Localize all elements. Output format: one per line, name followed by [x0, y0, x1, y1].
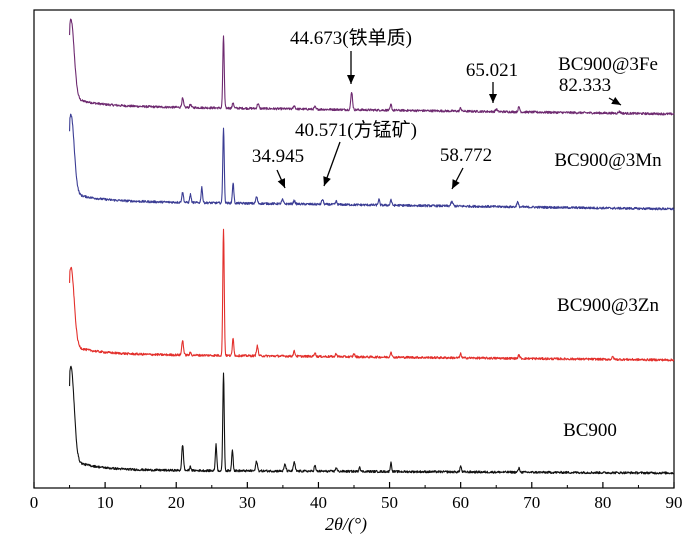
peak-annotation: 34.945 — [252, 146, 304, 167]
peak-annotation: 44.673(铁单质) — [290, 27, 412, 49]
series-label: BC900@3Zn — [557, 295, 659, 316]
annotation-arrowhead — [489, 94, 497, 103]
x-tick-label: 30 — [239, 493, 256, 512]
annotation-arrowhead — [277, 178, 285, 188]
peak-annotation: 65.021 — [466, 60, 518, 81]
series-label: BC900@3Fe — [558, 54, 658, 75]
peak-annotation: 82.333 — [559, 75, 611, 96]
series-labels: BC900@3Fe BC900@3Mn BC900@3Zn BC900 — [554, 54, 662, 441]
annotations: 44.673(铁单质) 65.021 82.333 40.571(方锰矿) 34.945… — [252, 27, 622, 190]
series-line — [69, 228, 675, 362]
x-tick-label: 80 — [594, 493, 611, 512]
x-tick-label: 20 — [168, 493, 185, 512]
x-tick-label: 90 — [666, 493, 683, 512]
series-line — [69, 18, 675, 116]
annotation-arrowhead — [323, 176, 331, 186]
x-tick-label: 60 — [452, 493, 469, 512]
peak-annotation: 40.571(方锰矿) — [295, 119, 417, 141]
series-line — [69, 113, 675, 211]
peak-annotation: 58.772 — [440, 145, 492, 166]
x-tick-label: 70 — [523, 493, 540, 512]
series-group — [69, 18, 675, 475]
x-tick-label: 40 — [310, 493, 327, 512]
series-label: BC900@3Mn — [554, 150, 662, 171]
x-axis-ticks: 0 10 20 30 40 50 60 70 80 90 — [30, 482, 683, 512]
series-label: BC900 — [563, 420, 617, 441]
x-tick-label: 50 — [381, 493, 398, 512]
annotation-arrowhead — [347, 75, 355, 84]
annotation-arrowhead — [611, 97, 621, 105]
annotation-arrowhead — [452, 179, 460, 189]
x-tick-label: 0 — [30, 493, 39, 512]
x-axis-label: 2θ/(°) — [325, 514, 367, 535]
series-line — [69, 365, 675, 475]
x-tick-label: 10 — [97, 493, 114, 512]
